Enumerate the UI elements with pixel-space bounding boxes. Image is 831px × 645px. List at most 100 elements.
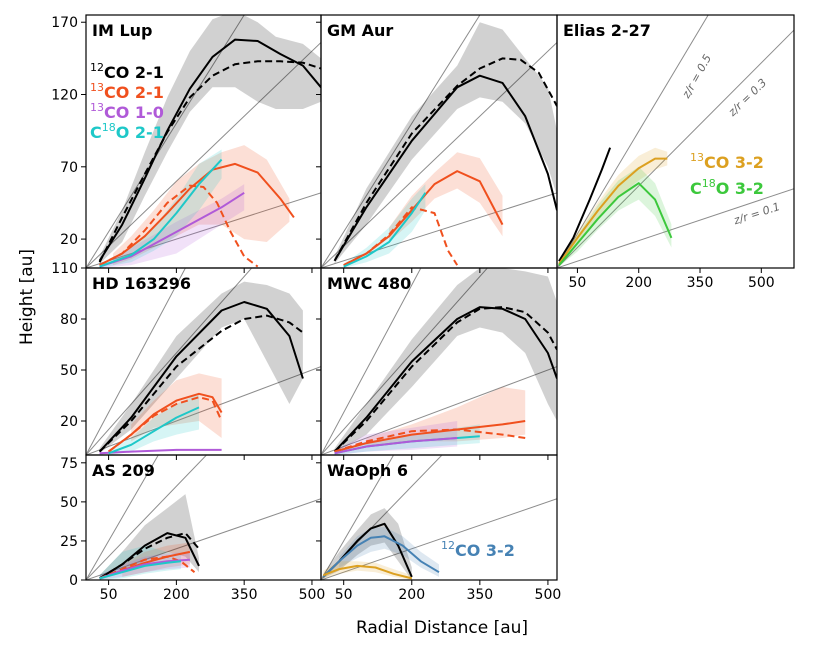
panel-frame <box>320 454 558 581</box>
uncertainty-band-0 <box>99 281 303 454</box>
y-tick-label: 50 <box>60 495 78 511</box>
zr-line-2 <box>86 192 321 268</box>
legend-label: O 2-1 <box>116 123 164 142</box>
uncertainty-band-0 <box>99 494 199 580</box>
series-line-4 <box>99 558 190 580</box>
zr-line-1 <box>86 268 253 455</box>
series-line-2 <box>334 420 526 453</box>
y-tick-label: 120 <box>51 88 78 104</box>
zr-line-1 <box>86 455 208 580</box>
x-tick-label: 200 <box>163 587 190 603</box>
series-line-0 <box>98 301 304 453</box>
plot-area <box>321 268 557 455</box>
series-line-0 <box>333 306 557 453</box>
series-line-5 <box>334 437 458 455</box>
plot-area <box>86 15 321 268</box>
legend-entry: C18O 3-2 <box>690 177 764 198</box>
series-line-3 <box>99 555 196 580</box>
zr-line-0 <box>321 15 481 268</box>
plot-area <box>86 268 321 455</box>
x-tick-label: 500 <box>535 587 562 603</box>
x-tick-label: 350 <box>687 275 714 291</box>
series-line-5 <box>99 158 223 268</box>
legend-superscript: 12 <box>441 539 455 552</box>
zr-line-0 <box>86 15 245 268</box>
panel-2: 50 200 350 500 Elias 2-27 <box>556 14 795 291</box>
uncertainty-band-2 <box>108 393 199 455</box>
zr-labels: z/r = 0.5 z/r = 0.3 z/r = 0.1 <box>679 52 781 227</box>
series-line-5 <box>99 560 182 580</box>
legend-superscript: 13 <box>90 101 104 114</box>
legend-superscript: 13 <box>90 81 104 94</box>
legend-superscript: 13 <box>690 151 704 164</box>
y-tick-label: 170 <box>51 15 78 31</box>
x-tick-label: 500 <box>299 587 326 603</box>
legend-entry: C18O 2-1 <box>90 121 164 142</box>
uncertainty-band-0 <box>334 268 557 454</box>
x-tick-label: 350 <box>466 587 493 603</box>
panel-title: Elias 2-27 <box>563 21 651 40</box>
uncertainty-band-2 <box>343 184 426 268</box>
uncertainty-band-1 <box>131 373 222 442</box>
series-line-0 <box>98 38 321 262</box>
panel-6: 50 200 350 500 WaOph 6 <box>316 454 562 603</box>
y-tick-label: 20 <box>60 414 78 430</box>
panel-3: 20 50 80 110 HD 163296 <box>51 261 322 460</box>
uncertainty-band-3 <box>334 424 480 455</box>
zr-line-0 <box>86 268 186 455</box>
y-tick-label: 80 <box>60 312 78 328</box>
zr-label: z/r = 0.3 <box>725 76 769 119</box>
zr-line-2 <box>557 188 794 268</box>
series-line-1 <box>98 60 321 263</box>
uncertainty-band-0 <box>99 15 321 264</box>
panel-5: 50 200 350 500 0 25 50 75 AS 209 <box>60 454 326 603</box>
x-tick-label: 50 <box>335 587 353 603</box>
series-line-1 <box>333 306 557 453</box>
uncertainty-band-2 <box>323 561 412 580</box>
uncertainty-band-0 <box>334 22 557 264</box>
legend-prefix: C <box>690 179 702 198</box>
legend-entry: 13CO 3-2 <box>690 151 764 172</box>
series-line-4 <box>99 448 222 455</box>
zr-label: z/r = 0.1 <box>731 200 781 227</box>
legend-label: CO 3-2 <box>704 153 764 172</box>
uncertainty-band-0 <box>323 508 412 580</box>
legend-entry: 12CO 2-1 <box>90 61 164 82</box>
series-line-0 <box>333 74 557 262</box>
plot-area <box>557 15 794 268</box>
series-line-1 <box>333 57 557 262</box>
y-axis-label: Height [au] <box>17 249 37 345</box>
legend-label: CO 2-1 <box>104 83 164 102</box>
legend-label: CO 1-0 <box>104 103 164 122</box>
series-line-0 <box>558 147 612 262</box>
legend-label: CO 3-2 <box>455 541 515 560</box>
legend-entry: 12CO 3-2 <box>441 539 515 560</box>
zr-line-1 <box>321 268 489 455</box>
uncertainty-band-1 <box>559 166 672 267</box>
series-line-2 <box>99 162 295 266</box>
legend-superscript: 12 <box>90 61 104 74</box>
panel-title: GM Aur <box>327 21 393 40</box>
panel-title: IM Lup <box>92 21 152 40</box>
legend-superscript: 18 <box>102 121 116 134</box>
series-line-3 <box>334 428 526 453</box>
panel-title: WaOph 6 <box>327 461 408 480</box>
plot-area <box>321 455 557 580</box>
series-line-1 <box>98 314 304 453</box>
uncertainty-band-2 <box>99 184 245 268</box>
y-tick-label: 25 <box>60 534 78 550</box>
uncertainty-band-1 <box>389 152 503 242</box>
x-axis-label: Radial Distance [au] <box>356 618 528 638</box>
series-line-1 <box>322 535 440 578</box>
legend-entry: 13CO 1-0 <box>90 101 164 122</box>
legend-entry: 13CO 2-1 <box>90 81 164 102</box>
x-tick-label: 200 <box>398 587 425 603</box>
zr-line-2 <box>86 498 321 580</box>
panel-0: 20 70 120 170 IM Lup <box>51 14 322 273</box>
zr-line-2 <box>321 366 557 455</box>
x-tick-label: 350 <box>231 587 258 603</box>
series-line-1 <box>558 157 668 265</box>
